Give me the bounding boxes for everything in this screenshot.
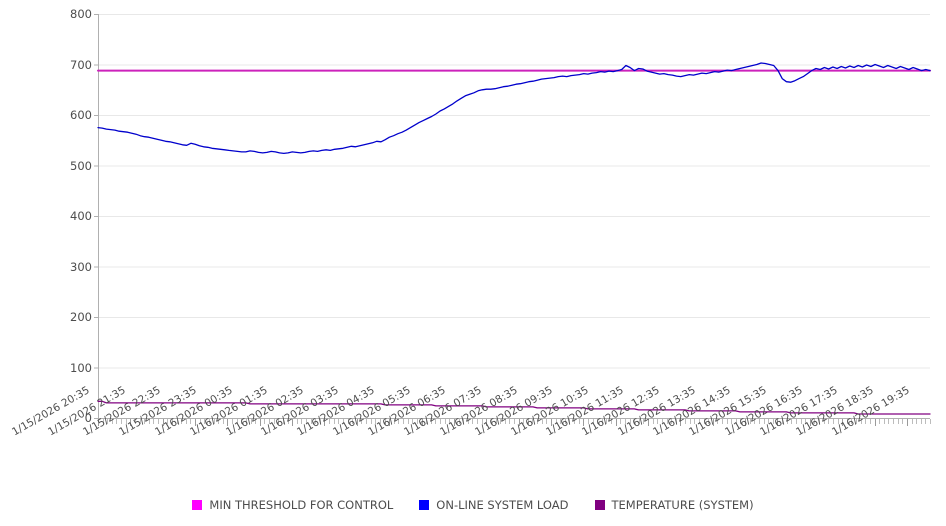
legend-label: ON-LINE SYSTEM LOAD xyxy=(436,498,569,512)
y-axis-tick-label: 400 xyxy=(70,209,92,223)
y-axis-tick-label: 300 xyxy=(70,259,92,274)
legend-label: MIN THRESHOLD FOR CONTROL xyxy=(209,498,394,512)
axes xyxy=(94,14,930,419)
x-axis-labels: 1/15/2026 20:35 1/15/2026 21:35 1/15/2026 … xyxy=(0,384,946,490)
chart-legend: MIN THRESHOLD FOR CONTROL ON-LINE SYSTEM … xyxy=(0,495,946,515)
legend-swatch-icon xyxy=(192,500,203,510)
legend-item[interactable]: TEMPERATURE (SYSTEM) xyxy=(594,498,754,512)
x-axis-tick-marks xyxy=(98,419,931,426)
y-axis-tick-label: 0 xyxy=(84,411,92,425)
y-axis-tick-label: 700 xyxy=(70,57,92,72)
y-axis-tick-label: 100 xyxy=(70,360,92,375)
legend-swatch-icon xyxy=(419,500,430,510)
legend-item[interactable]: ON-LINE SYSTEM LOAD xyxy=(419,498,569,512)
y-axis-tick-label: 200 xyxy=(70,310,92,324)
legend-swatch-icon xyxy=(594,500,605,510)
y-axis-tick-label: 800 xyxy=(70,7,92,21)
y-axis-labels: 0 100 200 300 400 500 600 700 800 xyxy=(52,0,92,424)
gridlines xyxy=(98,14,930,419)
data-series xyxy=(97,62,931,415)
legend-label: TEMPERATURE (SYSTEM) xyxy=(611,498,754,512)
legend-item[interactable]: MIN THRESHOLD FOR CONTROL xyxy=(192,498,393,512)
y-axis-tick-label: 500 xyxy=(70,158,92,173)
series-line xyxy=(97,400,931,415)
y-axis-tick-label: 600 xyxy=(70,108,92,122)
series-line xyxy=(97,62,931,155)
